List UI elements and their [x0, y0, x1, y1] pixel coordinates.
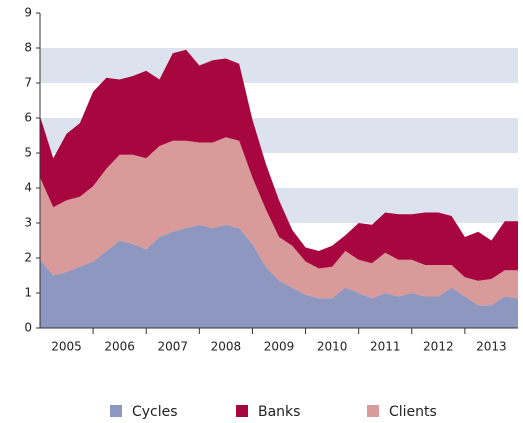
- grid-band: [40, 48, 518, 83]
- y-tick-label: 1: [24, 286, 32, 300]
- legend-swatch: [367, 405, 379, 417]
- y-tick-label: 7: [24, 76, 32, 90]
- y-tick-label: 5: [24, 146, 32, 160]
- x-tick-label: 2012: [423, 340, 454, 354]
- x-tick-label: 2011: [370, 340, 401, 354]
- x-tick-label: 2007: [158, 340, 189, 354]
- legend-label: Clients: [389, 404, 437, 420]
- y-tick-label: 2: [24, 251, 32, 265]
- y-tick-label: 9: [24, 6, 32, 20]
- y-tick-label: 8: [24, 41, 32, 55]
- y-tick-label: 0: [24, 321, 32, 335]
- x-tick-label: 2009: [264, 340, 295, 354]
- x-tick-label: 2008: [211, 340, 242, 354]
- x-tick-label: 2010: [317, 340, 348, 354]
- y-tick-label: 6: [24, 111, 32, 125]
- legend-label: Banks: [258, 404, 300, 420]
- area: [40, 49, 518, 281]
- legend-swatch: [236, 405, 248, 417]
- y-tick-label: 3: [24, 216, 32, 230]
- legend-swatch: [110, 405, 122, 417]
- y-tick-label: 4: [24, 181, 32, 195]
- legend-label: Cycles: [132, 404, 178, 420]
- x-tick-label: 2005: [51, 340, 82, 354]
- x-tick-label: 2006: [104, 340, 135, 354]
- x-tick-label: 2013: [476, 340, 507, 354]
- area: [40, 137, 518, 306]
- area: [40, 224, 518, 328]
